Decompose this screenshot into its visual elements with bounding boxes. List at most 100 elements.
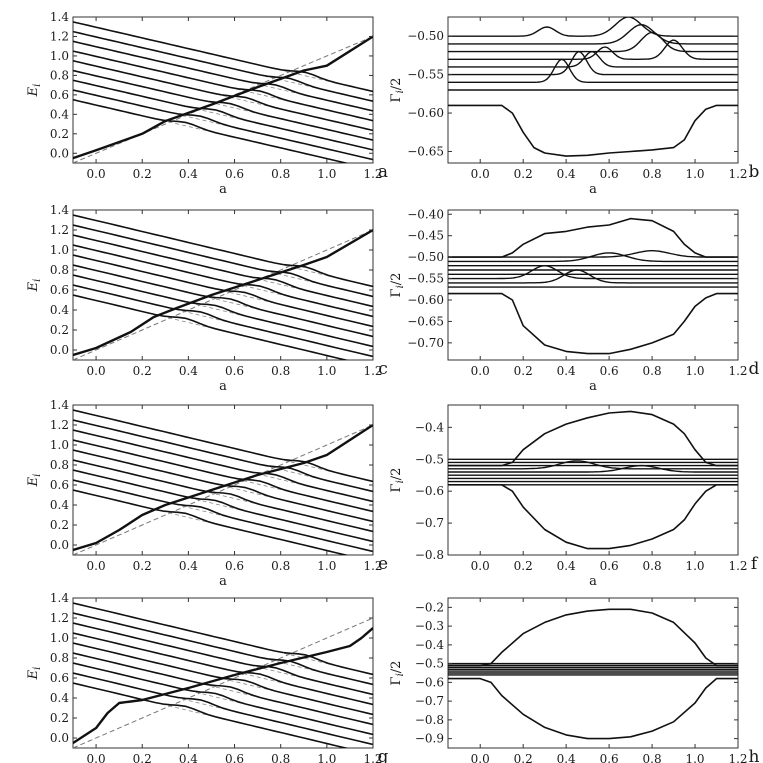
y-tick-label: 0.6 [50,88,69,102]
y-tick-label: 1.2 [50,29,69,43]
width-level-0 [448,17,738,37]
x-axis-label: a [219,379,227,394]
x-axis-label: a [589,574,597,589]
curves [73,21,373,163]
panel-f: 0.0 0.2 0.4 0.6 0.8 1.0 1.2 −0.8 −0.7 −0.6 −0.5 −0.… [389,404,759,589]
x-tick-label: 0.8 [271,559,290,573]
x-tick-label: 0.4 [557,559,576,573]
energy-level-3 [73,439,373,513]
curves [448,410,738,550]
y-axis-label: Ei [26,279,43,293]
panel-letter: a [378,162,388,182]
y-tick-label: 0.4 [50,303,69,317]
x-tick-label: 0.6 [600,167,619,181]
y-tick-label: 1.0 [50,438,69,452]
x-tick-label: 1.2 [363,167,382,181]
x-tick-label: 0.6 [225,167,244,181]
panel-b: 0.0 0.2 0.4 0.6 0.8 1.0 1.2 −0.65 −0.60 −0.55 −0.5… [389,16,760,197]
y-tick-label: 0.2 [50,518,69,532]
x-tick-label: 0.4 [179,167,198,181]
width-level-5 [448,50,738,76]
x-tick-label: 1.0 [317,559,336,573]
y-axis-label: Γi/2 [389,78,406,103]
x-tick-label: 1.2 [728,167,747,181]
energy-level-3 [73,50,373,122]
x-tick-label: 0.2 [514,364,533,378]
y-tick-label: 0.4 [50,107,69,121]
x-tick-label: 0.0 [471,559,490,573]
y-axis-label: Ei [26,474,43,488]
energy-level-0 [73,409,373,483]
x-tick-label: 1.2 [363,364,382,378]
rising-state-line [73,627,373,745]
y-tick-label: 0.2 [50,323,69,337]
energy-level-5 [73,69,373,141]
x-tick-label: 0.4 [179,364,198,378]
x-tick-label: 0.8 [643,559,662,573]
x-tick-label: 1.2 [363,559,382,573]
energy-level-3 [73,632,373,706]
x-tick-label: 0.0 [471,167,490,181]
y-tick-label: 1.4 [50,10,69,24]
x-tick-label: 1.0 [685,559,704,573]
curves [448,17,738,157]
width-level-4 [448,51,738,68]
y-axis-label: Γi/2 [389,661,406,686]
y-tick-label: 1.2 [50,418,69,432]
y-tick-label: −0.50 [407,250,444,264]
x-tick-label: 1.0 [685,167,704,181]
y-tick-label: 0.4 [50,691,69,705]
energy-level-6 [73,274,373,348]
y-tick-label: 0.0 [50,538,69,552]
width-level-1 [448,252,738,263]
plot-frame [447,209,739,361]
x-tick-label: 0.4 [179,559,198,573]
x-tick-label: 0.6 [225,752,244,763]
x-tick-label: 1.0 [317,752,336,763]
plot-frame [447,404,739,556]
rising-state-line [73,423,373,552]
x-tick-label: 0.8 [643,364,662,378]
width-level-4 [448,464,738,473]
y-axis-label: Γi/2 [389,468,406,493]
y-tick-label: 0.8 [50,458,69,472]
x-tick-label: 0.6 [600,559,619,573]
energy-level-8 [73,489,350,555]
y-tick-label: −0.4 [415,638,445,652]
upper-width-curve [448,217,738,258]
y-tick-label: 1.4 [50,203,69,217]
x-tick-label: 1.2 [363,752,382,763]
energy-level-3 [73,244,373,318]
curves [448,217,738,355]
energy-level-7 [73,672,373,746]
energy-level-2 [73,234,373,308]
panel-letter: d [749,359,760,379]
y-tick-label: 1.4 [50,591,69,605]
energy-level-4 [73,60,373,132]
x-tick-label: 0.2 [514,167,533,181]
x-axis-label: a [219,182,227,197]
panel-a: 0.0 0.2 0.4 0.6 0.8 1.0 1.2 0.0 0.2 0.4 0.6 0.8 1.0 1… [26,10,388,197]
diagonal-dashed-line [73,229,373,360]
diagonal-dashed-line [73,424,373,555]
x-tick-label: 0.0 [471,364,490,378]
energy-level-7 [73,89,373,161]
x-tick-label: 0.4 [179,752,198,763]
x-tick-label: 0.0 [471,752,490,763]
y-tick-label: −0.6 [415,675,444,689]
upper-width-curve [448,608,738,667]
y-tick-label: −0.45 [407,229,444,243]
energy-level-8 [73,682,350,748]
energy-level-8 [73,294,350,360]
width-level-3 [448,460,738,470]
x-tick-label: 1.2 [728,752,747,763]
x-tick-label: 0.4 [557,364,576,378]
y-tick-label: −0.2 [415,600,444,614]
x-tick-label: 0.8 [271,167,290,181]
y-tick-label: 1.4 [50,398,69,412]
lower-width-curve [448,104,738,157]
energy-level-8 [73,98,350,163]
energy-level-1 [73,612,373,686]
